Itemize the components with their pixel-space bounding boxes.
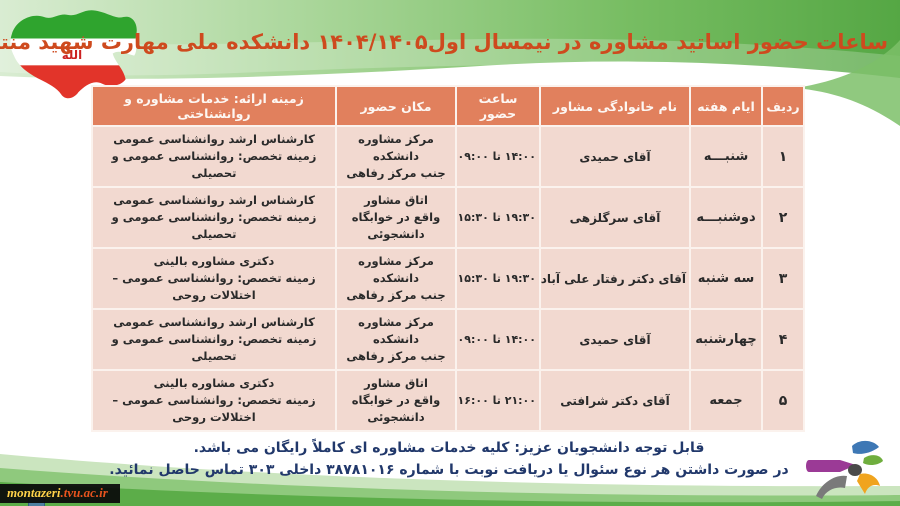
specialty-line2: زمینه تخصص: روانشناسی عمومی و تحصیلی <box>111 331 317 364</box>
schedule-table-wrap: ردیف ایام هفته نام خانوادگی مشاور ساعت ح… <box>91 85 805 432</box>
cell-name: آقای دکتر شرافتی <box>539 369 691 432</box>
header-name: نام خانوادگی مشاور <box>539 85 691 127</box>
cell-location: مرکز مشاوره دانشکده جنب مرکز رفاهی <box>335 247 457 310</box>
cell-day: چهارشنبه <box>689 308 763 371</box>
specialty-line1: کارشناس ارشد روانشناسی عمومی <box>113 131 315 146</box>
cell-rowno: ۳ <box>761 247 805 310</box>
cell-time: ۱۹:۳۰ تا ۱۵:۳۰ <box>455 186 541 249</box>
cell-name: آقای حمیدی <box>539 308 691 371</box>
flag-emblem: الله <box>62 48 82 62</box>
specialty-line2: زمینه تخصص: روانشناسی عمومی و تحصیلی <box>111 148 317 181</box>
specialty-line2: زمینه تخصص: روانشناسی عمومی – اختلالات ر… <box>112 392 316 425</box>
cell-location: اتاق مشاور واقع در خوابگاه دانشجوئی <box>335 186 457 249</box>
cell-day: سه شنبه <box>689 247 763 310</box>
cell-day: جمعه <box>689 369 763 432</box>
schedule-row: ۳ سه شنبه آقای دکتر رفتار علی آبادی ۱۹:۳… <box>91 247 805 310</box>
cell-specialty: کارشناس ارشد روانشناسی عمومی زمینه تخصص:… <box>91 186 337 249</box>
cell-specialty: کارشناس ارشد روانشناسی عمومی زمینه تخصص:… <box>91 308 337 371</box>
schedule-row: ۱ شنبـــه آقای حمیدی ۱۴:۰۰ تا ۰۹:۰۰ مرکز… <box>91 125 805 188</box>
cell-rowno: ۱ <box>761 125 805 188</box>
note-line1: قابل توجه دانشجویان عزیز: کلیه خدمات مشا… <box>193 440 705 456</box>
location-line1: اتاق مشاور <box>364 376 428 391</box>
specialty-line1: کارشناس ارشد روانشناسی عمومی <box>113 314 315 329</box>
footer-notes: قابل توجه دانشجویان عزیز: کلیه خدمات مشا… <box>93 437 805 482</box>
page-title: ساعات حضور اساتید مشاوره در نیمسال اول۱۴… <box>0 30 888 54</box>
cell-specialty: دکتری مشاوره بالینی زمینه تخصص: روانشناس… <box>91 369 337 432</box>
cell-location: اتاق مشاور واقع در خوابگاه دانشجوئی <box>335 369 457 432</box>
header-time: ساعت حضور <box>455 85 541 127</box>
cell-location: مرکز مشاوره دانشکده جنب مرکز رفاهی <box>335 125 457 188</box>
cell-time: ۱۴:۰۰ تا ۰۹:۰۰ <box>455 125 541 188</box>
cell-time: ۲۱:۰۰ تا ۱۶:۰۰ <box>455 369 541 432</box>
cell-specialty: دکتری مشاوره بالینی زمینه تخصص: روانشناس… <box>91 247 337 310</box>
top-green-wave-band <box>0 0 900 126</box>
bottom-green-wave-band <box>0 454 900 506</box>
header-row: ردیف ایام هفته نام خانوادگی مشاور ساعت ح… <box>91 85 805 127</box>
location-line2: جنب مرکز رفاهی <box>346 348 446 363</box>
cell-day: شنبـــه <box>689 125 763 188</box>
location-line2: جنب مرکز رفاهی <box>346 165 446 180</box>
specialty-line1: کارشناس ارشد روانشناسی عمومی <box>113 192 315 207</box>
header-location: مکان حضور <box>335 85 457 127</box>
cell-rowno: ۵ <box>761 369 805 432</box>
cell-location: مرکز مشاوره دانشکده جنب مرکز رفاهی <box>335 308 457 371</box>
specialty-line1: دکتری مشاوره بالینی <box>153 253 275 268</box>
cell-rowno: ۲ <box>761 186 805 249</box>
cell-specialty: کارشناس ارشد روانشناسی عمومی زمینه تخصص:… <box>91 125 337 188</box>
tvu-university-logo-icon <box>806 440 883 499</box>
cell-name: آقای دکتر رفتار علی آبادی <box>539 247 691 310</box>
specialty-line2: زمینه تخصص: روانشناسی عمومی – اختلالات ر… <box>112 270 316 303</box>
header-rowno: ردیف <box>761 85 805 127</box>
schedule-table: ردیف ایام هفته نام خانوادگی مشاور ساعت ح… <box>91 85 805 432</box>
specialty-line2: زمینه تخصص: روانشناسی عمومی و تحصیلی <box>111 209 317 242</box>
schedule-row: ۴ چهارشنبه آقای حمیدی ۱۴:۰۰ تا ۰۹:۰۰ مرک… <box>91 308 805 371</box>
schedule-row: ۲ دوشنبـــه آقای سرگلزهی ۱۹:۳۰ تا ۱۵:۳۰ … <box>91 186 805 249</box>
location-line1: اتاق مشاور <box>364 193 428 208</box>
header-specialty: زمینه ارائه: خدمات مشاوره و روانشناختی <box>91 85 337 127</box>
cell-time: ۱۹:۳۰ تا ۱۵:۳۰ <box>455 247 541 310</box>
location-line2: واقع در خوابگاه دانشجوئی <box>351 393 441 424</box>
location-line1: مرکز مشاوره دانشکده <box>358 132 434 164</box>
site-watermark: montazeri.tvu.ac.ir <box>0 484 120 503</box>
cell-name: آقای حمیدی <box>539 125 691 188</box>
cell-day: دوشنبـــه <box>689 186 763 249</box>
cell-rowno: ۴ <box>761 308 805 371</box>
note-line2: در صورت داشتن هر نوع سئوال یا دریافت نوب… <box>109 462 789 479</box>
schedule-row: ۵ جمعه آقای دکتر شرافتی ۲۱:۰۰ تا ۱۶:۰۰ ا… <box>91 369 805 432</box>
header-day: ایام هفته <box>689 85 763 127</box>
location-line1: مرکز مشاوره دانشکده <box>358 254 434 286</box>
location-line2: واقع در خوابگاه دانشجوئی <box>351 210 441 241</box>
location-line2: جنب مرکز رفاهی <box>346 287 446 302</box>
cell-time: ۱۴:۰۰ تا ۰۹:۰۰ <box>455 308 541 371</box>
specialty-line1: دکتری مشاوره بالینی <box>153 375 275 390</box>
location-line1: مرکز مشاوره دانشکده <box>358 315 434 347</box>
watermark-site: montazeri <box>7 485 61 500</box>
watermark-domain: .tvu.ac.ir <box>60 485 108 500</box>
cell-name: آقای سرگلزهی <box>539 186 691 249</box>
